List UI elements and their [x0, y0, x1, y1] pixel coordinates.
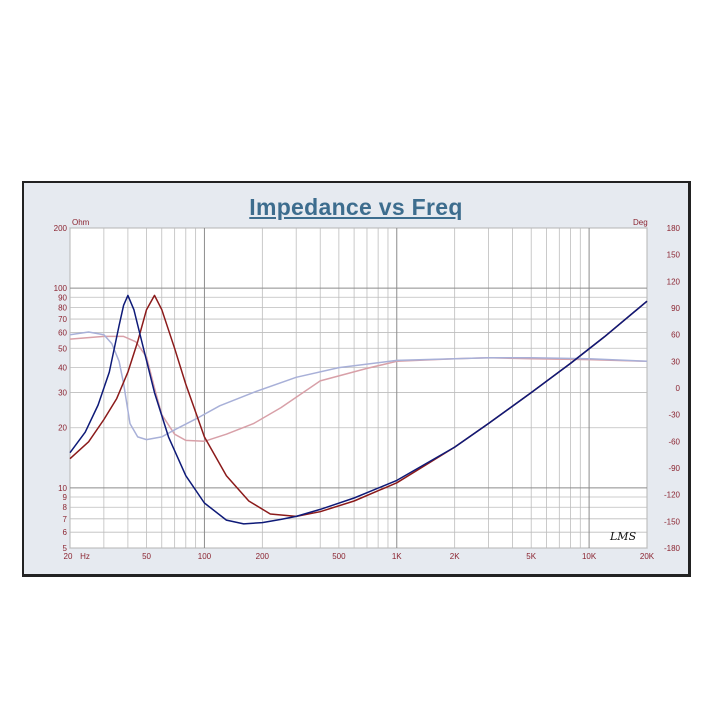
y-left-tick-label: 90: [58, 293, 67, 302]
y-left-tick-label: 50: [58, 344, 67, 353]
y-right-tick-label: -120: [664, 491, 681, 500]
y-right-tick-label: -90: [668, 464, 680, 473]
x-tick-label: 500: [332, 552, 346, 561]
y-right-unit: Deg: [633, 218, 648, 227]
x-tick-label: 200: [256, 552, 270, 561]
y-left-tick-label: 200: [54, 224, 68, 233]
y-right-tick-label: -150: [664, 517, 681, 526]
y-left-tick-label: 6: [63, 528, 68, 537]
series-line-1: [69, 294, 648, 525]
y-right-tick-label: -30: [668, 411, 680, 420]
y-left-tick-label: 20: [58, 424, 67, 433]
y-right-tick-label: 30: [671, 357, 680, 366]
y-left-tick-label: 100: [54, 284, 68, 293]
chart-frame: Impedance vs Freq 200 100 90 80 70 60 50 40 30 20…: [22, 181, 691, 577]
y-right-tick-label: -60: [668, 437, 680, 446]
y-right-tick-label: 150: [667, 251, 681, 260]
series-line-3: [69, 331, 648, 441]
lms-logo: LMS: [609, 530, 637, 543]
y-right-tick-label: -180: [664, 544, 681, 553]
x-tick-label: 50: [142, 552, 151, 561]
x-tick-label: 10K: [582, 552, 597, 561]
chart-title: Impedance vs Freq: [249, 194, 463, 220]
impedance-chart: 2001009080706050403020109876518015012090…: [54, 218, 681, 561]
y-left-tick-label: 8: [63, 503, 68, 512]
x-tick-label: 5K: [526, 552, 536, 561]
x-tick-label: 100: [198, 552, 212, 561]
y-left-tick-label: 40: [58, 364, 67, 373]
y-right-tick-label: 180: [667, 224, 681, 233]
x-tick-label: 20K: [640, 552, 655, 561]
y-right-tick-label: 120: [667, 277, 681, 286]
y-left-tick-label: 7: [63, 515, 68, 524]
y-left-tick-label: 70: [58, 315, 67, 324]
y-right-tick-label: 60: [671, 331, 680, 340]
plot-area: [69, 227, 648, 549]
y-left-tick-label: 30: [58, 389, 67, 398]
y-right-tick-label: 90: [671, 304, 680, 313]
y-left-tick-label: 60: [58, 328, 67, 337]
y-left-tick-label: 10: [58, 484, 67, 493]
y-left-tick-label: 5: [63, 544, 68, 553]
x-tick-label: 20: [64, 552, 73, 561]
y-left-tick-label: 80: [58, 303, 67, 312]
x-tick-label: 2K: [450, 552, 460, 561]
y-left-unit: Ohm: [72, 218, 90, 227]
y-right-tick-label: 0: [676, 384, 681, 393]
y-left-tick-label: 9: [63, 493, 68, 502]
x-tick-label: 1K: [392, 552, 402, 561]
x-unit-label: Hz: [80, 552, 90, 561]
